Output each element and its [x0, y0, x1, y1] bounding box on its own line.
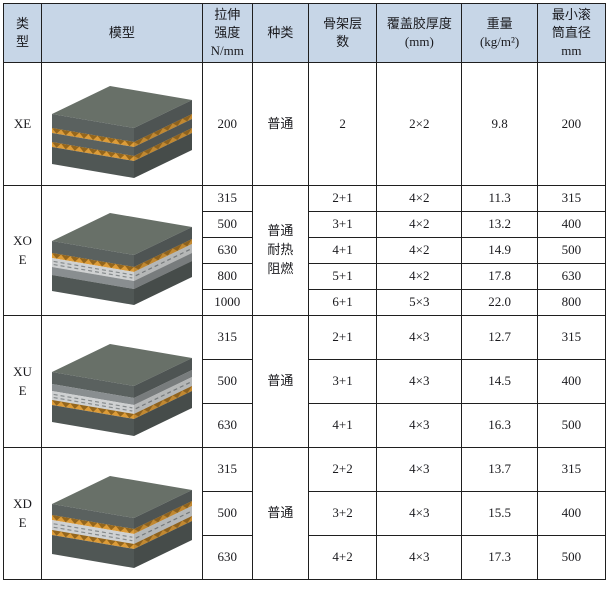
min-drum-diameter-cell: 315 [536, 315, 607, 360]
model-cell-xde [41, 447, 203, 580]
weight-cell: 11.3 [461, 185, 538, 212]
spec-table-body: XE 200 普通 2 2×2 9.8 200 XO E 315 普通 耐热 阻燃 2+1 4×2 11… [2, 62, 607, 580]
strength-cell: 500 [201, 359, 253, 404]
min-drum-diameter-cell: 500 [536, 535, 607, 580]
spec-row-xe-1: XE 200 普通 2 2×2 9.8 200 [2, 62, 607, 186]
plies-cell: 2+1 [307, 185, 378, 212]
weight-cell: 13.7 [461, 447, 538, 492]
plies-cell: 3+1 [307, 211, 378, 238]
weight-cell: 17.8 [461, 263, 538, 290]
weight-cell: 9.8 [461, 62, 538, 186]
col-header-diameter: 最小滚 筒直径 mm [536, 3, 607, 63]
spec-row-xde-3: 630 4+2 4×3 17.3 500 [4, 535, 607, 580]
spec-row-xoe-1: XO E 315 普通 耐热 阻燃 2+1 4×2 11.3 315 [2, 185, 607, 316]
cover-thickness-cell: 4×2 [376, 185, 463, 212]
plies-cell: 4+1 [307, 403, 378, 448]
kind-cell-xue: 普通 [251, 315, 309, 448]
plies-cell: 4+1 [307, 237, 378, 264]
type-cell-xue: XU E [2, 315, 43, 448]
min-drum-diameter-cell: 500 [536, 403, 607, 448]
cover-thickness-cell: 4×3 [376, 359, 463, 404]
xoe-belt-cross-section [51, 212, 192, 305]
min-drum-diameter-cell: 315 [536, 447, 607, 492]
header-row: 类 型 模型 拉伸 强度 N/mm 种类 骨架层 数 覆盖胶厚度 (mm) 重量… [2, 3, 607, 63]
cover-thickness-cell: 5×3 [376, 289, 463, 316]
col-header-strength: 拉伸 强度 N/mm [201, 3, 253, 63]
weight-cell: 15.5 [461, 491, 538, 536]
plies-cell: 2 [307, 62, 378, 186]
strength-cell: 315 [201, 447, 253, 492]
model-cell-xe [41, 62, 203, 186]
cover-thickness-cell: 4×3 [376, 491, 463, 536]
plies-cell: 6+1 [307, 289, 378, 316]
model-cell-xoe [41, 185, 203, 316]
plies-cell: 3+1 [307, 359, 378, 404]
kind-cell-xoe: 普通 耐热 阻燃 [251, 185, 309, 316]
col-header-type: 类 型 [2, 3, 43, 63]
xe-belt-cross-section [51, 86, 192, 178]
type-cell-xoe: XO E [2, 185, 43, 316]
spec-row-xde-2: 500 3+2 4×3 15.5 400 [4, 491, 607, 536]
spec-row-xue-1: XU E 315 普通 2+1 4×3 12.7 315 [2, 315, 607, 448]
plies-cell: 2+2 [307, 447, 378, 492]
min-drum-diameter-cell: 315 [536, 185, 607, 212]
weight-cell: 12.7 [461, 315, 538, 360]
strength-cell: 500 [201, 211, 253, 238]
spec-row-xde-1: XD E 315 普通 2+2 4×3 13.7 315 [2, 447, 607, 580]
model-cell-xue [41, 315, 203, 448]
min-drum-diameter-cell: 400 [536, 491, 607, 536]
strength-cell: 630 [201, 403, 253, 448]
col-header-weight: 重量 (kg/m²) [461, 3, 538, 63]
spec-row-xoe-3: 630 4+1 4×2 14.9 500 [4, 237, 607, 264]
weight-cell: 14.5 [461, 359, 538, 404]
weight-cell: 16.3 [461, 403, 538, 448]
min-drum-diameter-cell: 400 [536, 211, 607, 238]
col-header-plies: 骨架层 数 [307, 3, 378, 63]
cover-thickness-cell: 4×3 [376, 535, 463, 580]
cover-thickness-cell: 4×3 [376, 403, 463, 448]
cover-thickness-cell: 4×2 [376, 263, 463, 290]
col-header-cover: 覆盖胶厚度 (mm) [376, 3, 463, 63]
belt-spec-table: 类 型 模型 拉伸 强度 N/mm 种类 骨架层 数 覆盖胶厚度 (mm) 重量… [2, 3, 607, 580]
cover-thickness-cell: 4×3 [376, 315, 463, 360]
plies-cell: 5+1 [307, 263, 378, 290]
min-drum-diameter-cell: 800 [536, 289, 607, 316]
min-drum-diameter-cell: 200 [536, 62, 607, 186]
cover-thickness-cell: 4×2 [376, 237, 463, 264]
spec-row-xue-2: 500 3+1 4×3 14.5 400 [4, 359, 607, 404]
spec-row-xue-3: 630 4+1 4×3 16.3 500 [4, 403, 607, 448]
plies-cell: 3+2 [307, 491, 378, 536]
weight-cell: 22.0 [461, 289, 538, 316]
weight-cell: 14.9 [461, 237, 538, 264]
strength-cell: 500 [201, 491, 253, 536]
kind-cell-xde: 普通 [251, 447, 309, 580]
strength-cell: 1000 [201, 289, 253, 316]
cover-thickness-cell: 2×2 [376, 62, 463, 186]
min-drum-diameter-cell: 400 [536, 359, 607, 404]
spec-row-xoe-2: 500 3+1 4×2 13.2 400 [4, 211, 607, 238]
min-drum-diameter-cell: 630 [536, 263, 607, 290]
plies-cell: 4+2 [307, 535, 378, 580]
type-cell-xde: XD E [2, 447, 43, 580]
strength-cell: 200 [201, 62, 253, 186]
min-drum-diameter-cell: 500 [536, 237, 607, 264]
plies-cell: 2+1 [307, 315, 378, 360]
strength-cell: 315 [201, 185, 253, 212]
col-header-model: 模型 [41, 3, 203, 63]
strength-cell: 800 [201, 263, 253, 290]
xue-belt-cross-section [51, 343, 192, 436]
cover-thickness-cell: 4×2 [376, 211, 463, 238]
kind-cell-xe: 普通 [251, 62, 309, 186]
strength-cell: 630 [201, 535, 253, 580]
weight-cell: 17.3 [461, 535, 538, 580]
xde-belt-cross-section [51, 475, 192, 568]
col-header-kind: 种类 [251, 3, 309, 63]
strength-cell: 315 [201, 315, 253, 360]
type-cell-xe: XE [2, 62, 43, 186]
strength-cell: 630 [201, 237, 253, 264]
weight-cell: 13.2 [461, 211, 538, 238]
cover-thickness-cell: 4×3 [376, 447, 463, 492]
